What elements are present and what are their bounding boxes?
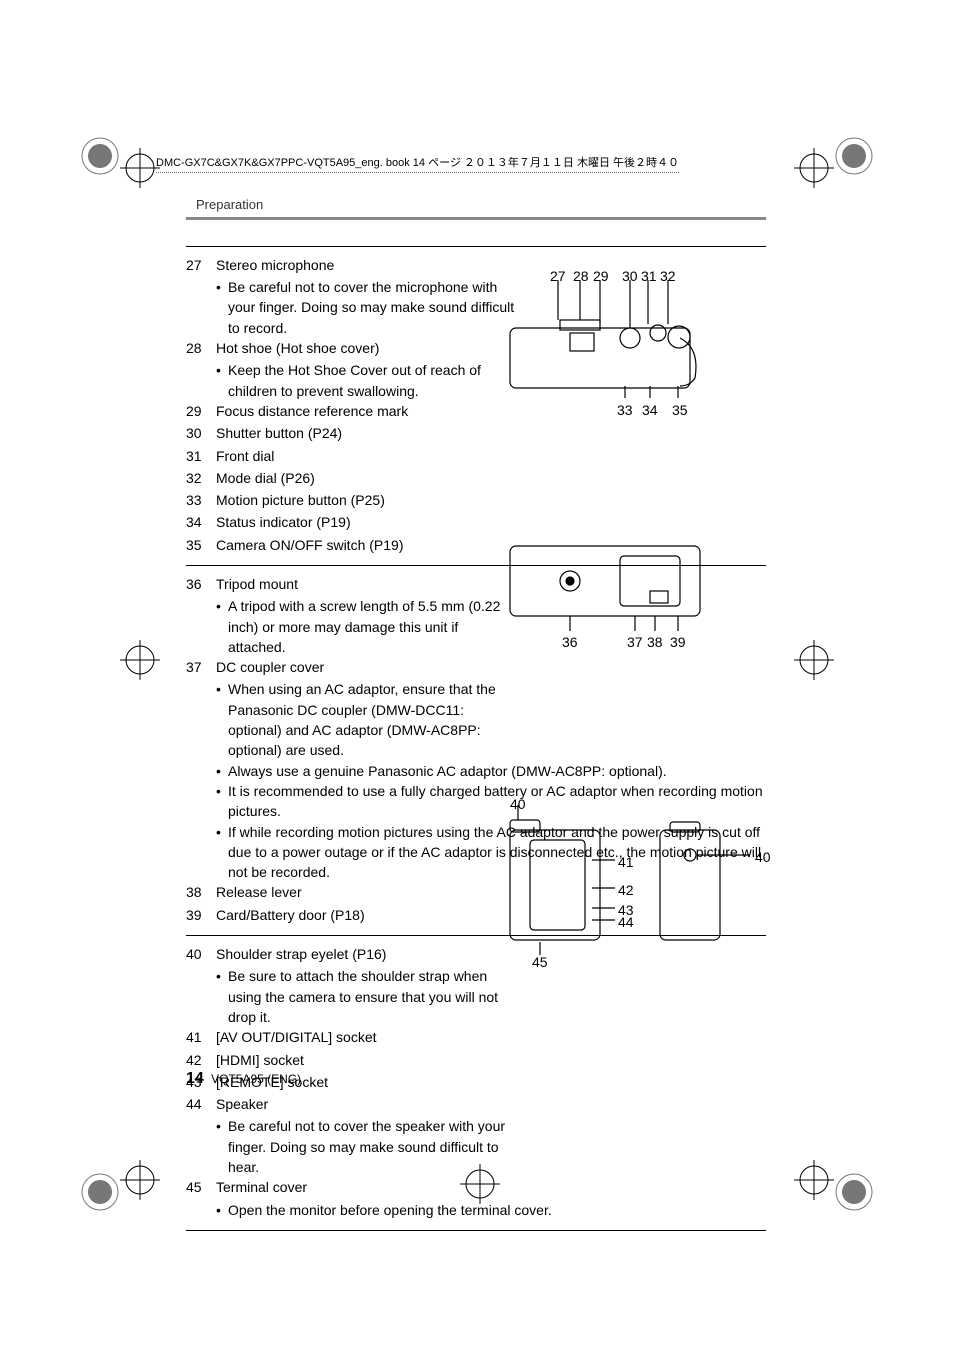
page: DMC-GX7C&GX7K&GX7PPC-VQT5A95_eng. book 1…: [0, 0, 954, 1348]
page-number: 14: [186, 1070, 204, 1087]
crosshair-tr: [794, 148, 834, 188]
bullet-text: A tripod with a screw length of 5.5 mm (…: [228, 596, 518, 657]
bullet-text: When using an AC adaptor, ensure that th…: [228, 679, 518, 760]
bullet-icon: •: [216, 1116, 228, 1136]
list-item: 44Speaker: [186, 1094, 766, 1114]
crosshair-ml: [120, 640, 160, 680]
item-bullet: •Be careful not to cover the speaker wit…: [186, 1116, 766, 1177]
item-number: 36: [186, 574, 216, 594]
bullet-icon: •: [216, 822, 228, 842]
diagram-label: 40: [755, 847, 771, 867]
divider: [186, 1230, 766, 1231]
section-header: Preparation: [186, 196, 766, 220]
bullet-icon: •: [216, 761, 228, 781]
diagram-label: 44: [618, 912, 634, 932]
item-label: [AV OUT/DIGITAL] socket: [216, 1027, 766, 1047]
bullet-text: Be careful not to cover the speaker with…: [228, 1116, 518, 1177]
bullet-icon: •: [216, 966, 228, 986]
bullet-icon: •: [216, 1200, 228, 1220]
item-number: 28: [186, 338, 216, 358]
diagram-label: 45: [532, 952, 548, 972]
doc-code: VQT5A95 (ENG): [211, 1072, 301, 1086]
item-number: 33: [186, 490, 216, 510]
diagram-label: 29: [593, 266, 609, 286]
bullet-icon: •: [216, 679, 228, 699]
diagram-label: 35: [672, 400, 688, 420]
item-label: Speaker: [216, 1094, 766, 1114]
item-label: Hot shoe (Hot shoe cover): [216, 338, 506, 358]
item-bullet: •Be sure to attach the shoulder strap wh…: [186, 966, 766, 1027]
item-label: DC coupler cover: [216, 657, 766, 677]
item-label: Mode dial (P26): [216, 468, 506, 488]
diagram-label: 33: [617, 400, 633, 420]
item-number: 38: [186, 882, 216, 902]
item-number: 44: [186, 1094, 216, 1114]
diagram-label: 31: [641, 266, 657, 286]
item-bullet: •When using an AC adaptor, ensure that t…: [186, 679, 766, 760]
diagram-label: 40: [510, 794, 526, 814]
item-number: 37: [186, 657, 216, 677]
item-number: 45: [186, 1177, 216, 1197]
diagram-label: 37: [627, 632, 643, 652]
item-number: 35: [186, 535, 216, 555]
diagram-label: 28: [573, 266, 589, 286]
item-label: Status indicator (P19): [216, 512, 506, 532]
item-label: Camera ON/OFF switch (P19): [216, 535, 506, 555]
item-label: Motion picture button (P25): [216, 490, 506, 510]
item-number: 41: [186, 1027, 216, 1047]
diagram-label: 42: [618, 880, 634, 900]
diagram-label: 36: [562, 632, 578, 652]
bullet-icon: •: [216, 360, 228, 380]
crosshair-tl: [120, 148, 160, 188]
diagram-label: 39: [670, 632, 686, 652]
list-item: 32Mode dial (P26): [186, 468, 766, 488]
divider: [186, 246, 766, 247]
item-label: Terminal cover: [216, 1177, 766, 1197]
diagram-label: 30: [622, 266, 638, 286]
diagram-label: 34: [642, 400, 658, 420]
item-label: Stereo microphone: [216, 255, 506, 275]
list-item: 41[AV OUT/DIGITAL] socket: [186, 1027, 766, 1047]
bullet-text: Be careful not to cover the microphone w…: [228, 277, 518, 338]
item-number: 29: [186, 401, 216, 421]
item-number: 32: [186, 468, 216, 488]
list-item: 45Terminal cover: [186, 1177, 766, 1197]
section-title: Preparation: [196, 197, 263, 212]
bullet-text: Keep the Hot Shoe Cover out of reach of …: [228, 360, 518, 401]
item-number: 31: [186, 446, 216, 466]
item-number: 40: [186, 944, 216, 964]
item-number: 34: [186, 512, 216, 532]
diagram-label: 41: [618, 852, 634, 872]
list-item: 34Status indicator (P19): [186, 512, 766, 532]
diagram-label: 32: [660, 266, 676, 286]
bullet-text: Always use a genuine Panasonic AC adapto…: [228, 761, 766, 781]
bullet-icon: •: [216, 277, 228, 297]
item-label: Front dial: [216, 446, 506, 466]
bullet-icon: •: [216, 596, 228, 616]
diagram-label: 27: [550, 266, 566, 286]
diagram-label: 38: [647, 632, 663, 652]
crosshair-bl: [120, 1160, 160, 1200]
item-number: 27: [186, 255, 216, 275]
item-bullet: •Open the monitor before opening the ter…: [186, 1200, 766, 1220]
item-bullet: •Always use a genuine Panasonic AC adapt…: [186, 761, 766, 781]
diagram-bottom-view: 36 37 38 39: [500, 536, 760, 656]
diagram-top-view: 27 28 29 30 31 32 33 34 35: [500, 268, 760, 428]
page-footer: 14 VQT5A95 (ENG): [186, 1067, 301, 1090]
list-item: 37DC coupler cover: [186, 657, 766, 677]
bullet-icon: •: [216, 781, 228, 801]
list-item: 31Front dial: [186, 446, 766, 466]
crosshair-br: [794, 1160, 834, 1200]
file-stamp: DMC-GX7C&GX7K&GX7PPC-VQT5A95_eng. book 1…: [156, 156, 679, 173]
bullet-text: Be sure to attach the shoulder strap whe…: [228, 966, 518, 1027]
item-number: 30: [186, 423, 216, 443]
item-label: Focus distance reference mark: [216, 401, 506, 421]
list-item: 33Motion picture button (P25): [186, 490, 766, 510]
item-label: Shutter button (P24): [216, 423, 506, 443]
item-number: 39: [186, 905, 216, 925]
diagram-side-view: 40 41 42 43 44 45 40: [500, 800, 790, 970]
bullet-text: Open the monitor before opening the term…: [228, 1200, 766, 1220]
crosshair-mr: [794, 640, 834, 680]
